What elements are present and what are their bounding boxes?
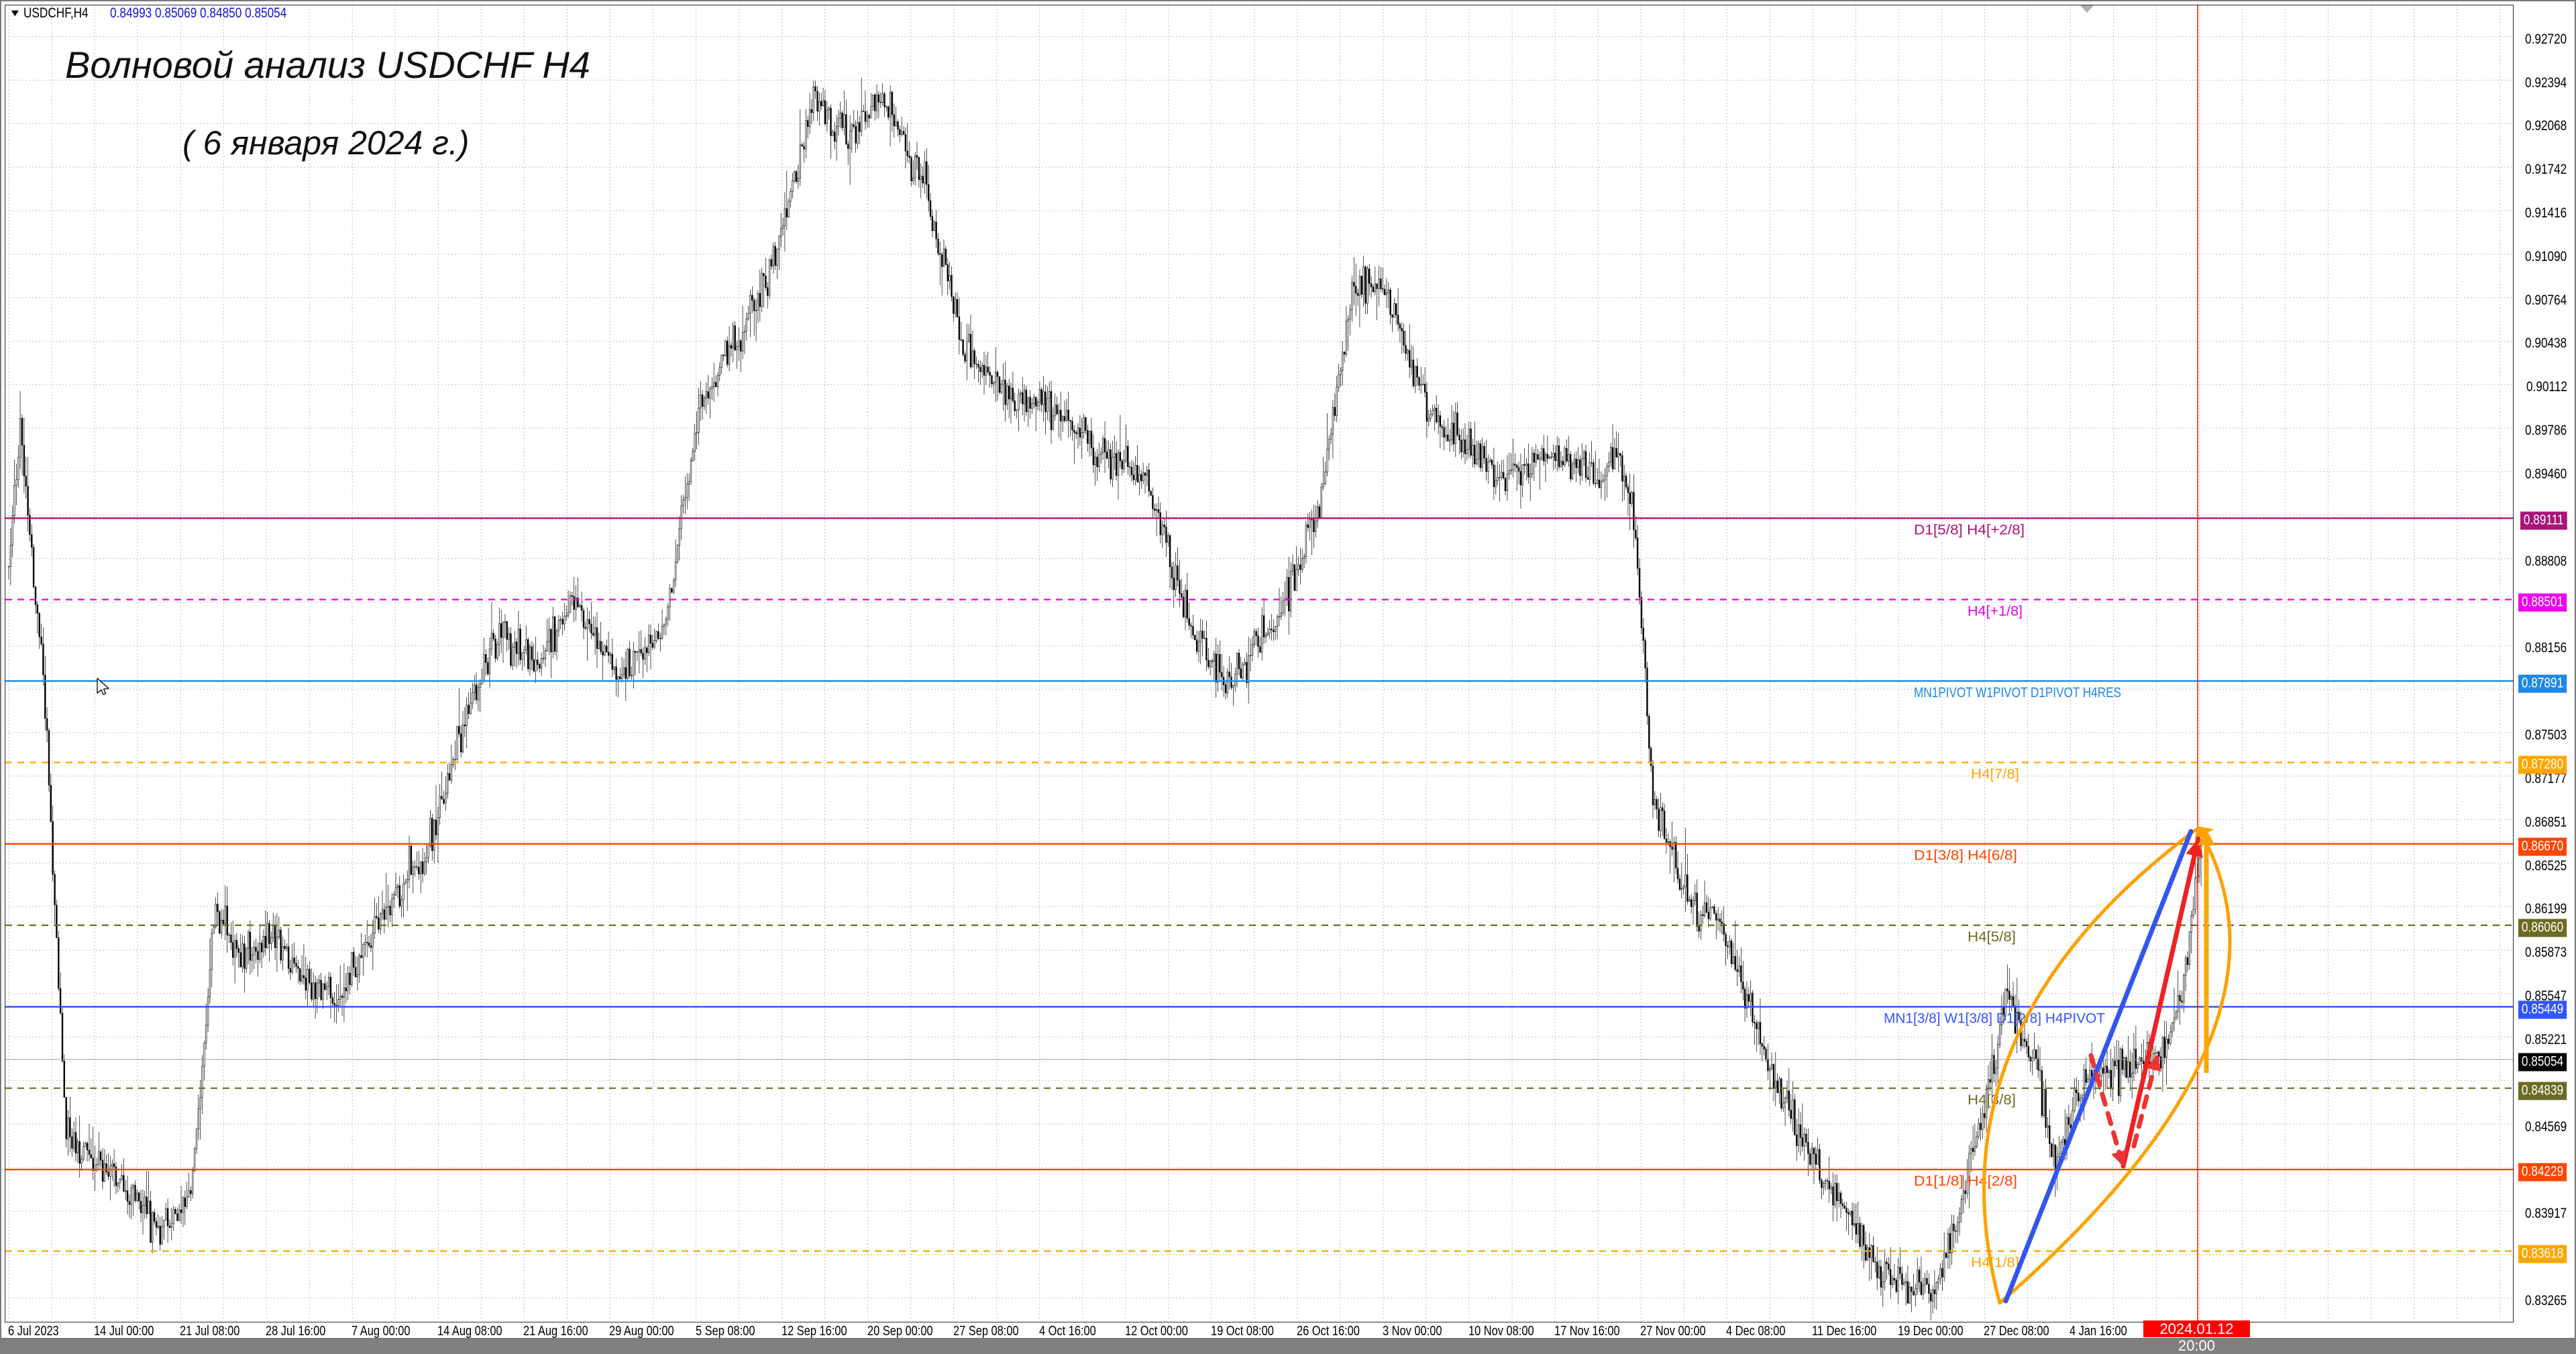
svg-text:D1[5/8] H4[+2/8]: D1[5/8] H4[+2/8]: [1914, 522, 2025, 537]
svg-text:MN1PIVOT W1PIVOT D1PIVOT H4RES: MN1PIVOT W1PIVOT D1PIVOT H4RES: [1914, 685, 2121, 700]
svg-text:H4[7/8]: H4[7/8]: [1971, 766, 2019, 782]
svg-text:H4[3/8]: H4[3/8]: [1968, 1092, 2016, 1108]
svg-text:H4[1/8]: H4[1/8]: [1971, 1255, 2019, 1271]
svg-text:D1[1/8] H4[2/8]: D1[1/8] H4[2/8]: [1914, 1174, 2017, 1189]
svg-text:MN1[3/8] W1[3/8] D1[2/8] H4PIV: MN1[3/8] W1[3/8] D1[2/8] H4PIVOT: [1884, 1011, 2105, 1027]
svg-text:H4[+1/8]: H4[+1/8]: [1968, 604, 2023, 619]
svg-text:D1[3/8] H4[6/8]: D1[3/8] H4[6/8]: [1914, 848, 2017, 864]
svg-text:H4[5/8]: H4[5/8]: [1968, 929, 2016, 945]
